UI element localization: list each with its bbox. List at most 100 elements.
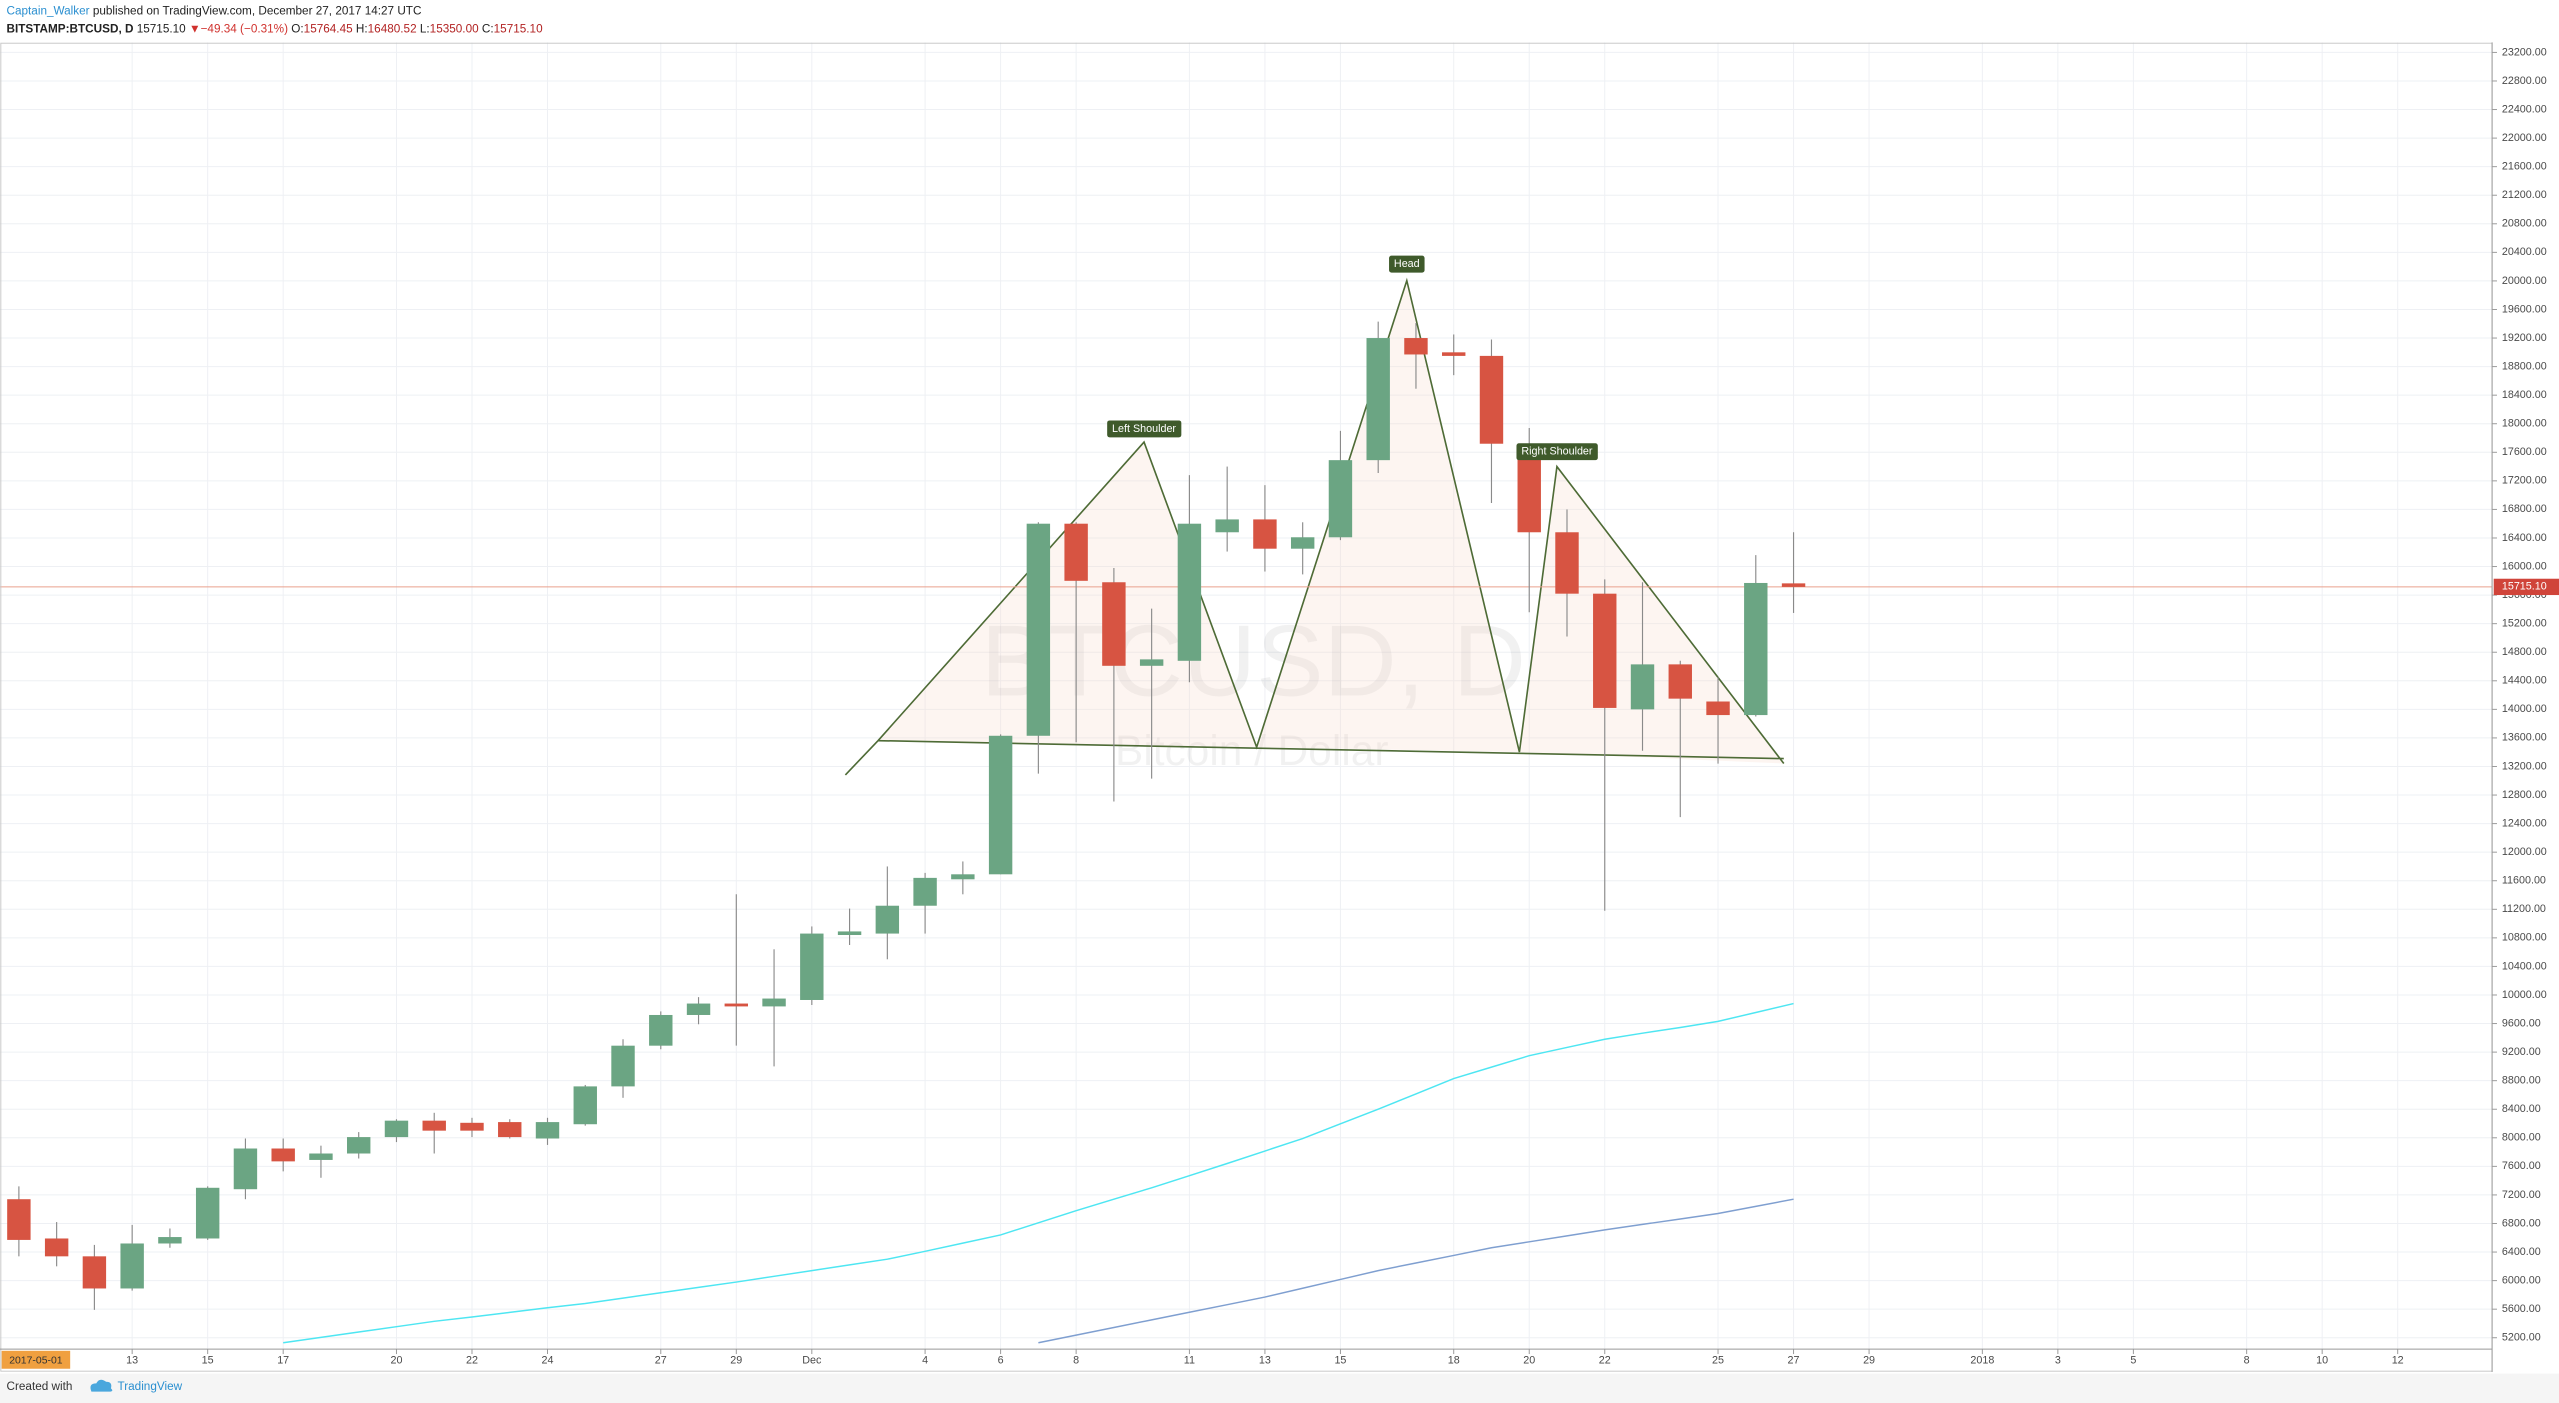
candle-body <box>1555 532 1579 594</box>
y-tick-label: 11200.00 <box>2502 903 2546 915</box>
plot <box>0 321 2493 1344</box>
x-tick-label: 13 <box>126 1354 138 1366</box>
o-value: 15764.45 <box>304 22 353 35</box>
y-tick-label: 20400.00 <box>2502 246 2547 258</box>
candle-body <box>498 1122 522 1138</box>
y-tick-label: 21200.00 <box>2502 189 2547 201</box>
x-tick-label: 27 <box>655 1354 667 1366</box>
candle-body <box>1706 701 1730 716</box>
y-tick-label: 8800.00 <box>2502 1075 2541 1087</box>
candle-body <box>535 1122 560 1139</box>
neckline <box>878 739 1784 760</box>
published: published on TradingView.com, December 2… <box>93 5 422 18</box>
x-tick-label: 2018 <box>1970 1354 1994 1366</box>
footer-brand[interactable]: TradingView <box>118 1380 183 1393</box>
h-value: 16480.52 <box>368 22 417 35</box>
annotation-box <box>1389 255 1425 273</box>
y-tick-label: 22800.00 <box>2502 75 2547 87</box>
x-tick-label: 12 <box>2392 1354 2404 1366</box>
y-tick-label: 20000.00 <box>2502 275 2547 287</box>
candle-body <box>309 1153 333 1160</box>
y-tick-label: 6400.00 <box>2502 1246 2541 1258</box>
y-tick-label: 16400.00 <box>2502 532 2547 544</box>
y-tick-label: 14800.00 <box>2502 646 2547 658</box>
ma-line <box>283 1002 1794 1344</box>
y-tick-label: 6000.00 <box>2502 1274 2541 1286</box>
x-tick-label: 8 <box>2244 1354 2250 1366</box>
y-tick-label: 7600.00 <box>2502 1160 2541 1172</box>
x-tick-label: 29 <box>730 1354 742 1366</box>
footer-logo <box>90 1379 113 1392</box>
x-tick-label: 18 <box>1448 1354 1460 1366</box>
candle-body <box>1593 593 1617 708</box>
y-tick-label: 18400.00 <box>2502 389 2547 401</box>
x-tick-label: 3 <box>2055 1354 2061 1366</box>
watermark-symbol: BTCUSD, D <box>981 605 1526 718</box>
y-tick-label: 12000.00 <box>2502 846 2547 858</box>
o-label: O: <box>291 22 303 35</box>
candle-body <box>1064 523 1088 581</box>
candle-body <box>1442 352 1466 356</box>
candle-body <box>1253 519 1277 549</box>
x-tick-label: 11 <box>1184 1354 1195 1366</box>
y-tick-label: 16800.00 <box>2502 503 2547 515</box>
candle-body <box>1177 523 1202 661</box>
y-tick-label: 13200.00 <box>2502 760 2547 772</box>
candle-body <box>1479 355 1504 444</box>
candle-body <box>7 1199 31 1240</box>
x-tick-label: 5 <box>2130 1354 2136 1366</box>
y-tick-label: 22400.00 <box>2502 103 2547 115</box>
y-tick-label: 17200.00 <box>2502 475 2547 487</box>
y-tick-label: 7200.00 <box>2502 1189 2541 1201</box>
x-tick-label: 10 <box>2316 1354 2328 1366</box>
pattern-fill <box>878 442 1257 748</box>
x-tick-label: 27 <box>1788 1354 1800 1366</box>
x-tick-label: 8 <box>1073 1354 1079 1366</box>
x-tick-label: 22 <box>1599 1354 1611 1366</box>
x-tick-label: 20 <box>1523 1354 1535 1366</box>
y-tick-label: 5600.00 <box>2502 1303 2541 1315</box>
author[interactable]: Captain_Walker <box>7 5 90 18</box>
last-price-label: 15715.10 <box>2502 581 2547 593</box>
y-tick-label: 8000.00 <box>2502 1132 2541 1144</box>
y-tick-label: 14400.00 <box>2502 675 2547 687</box>
h-label: H: <box>356 22 368 35</box>
y-tick-label: 12800.00 <box>2502 789 2547 801</box>
candle-body <box>1668 664 1692 699</box>
candle-body <box>1517 458 1541 533</box>
c-value: 15715.10 <box>494 22 543 35</box>
candle-body <box>1744 582 1768 716</box>
candle-body <box>347 1137 371 1154</box>
y-tick-label: 12400.00 <box>2502 817 2547 829</box>
footer-text: Created with <box>7 1380 73 1393</box>
ma-line <box>1038 1198 1794 1344</box>
candle-body <box>82 1256 107 1289</box>
y-tick-label: 19600.00 <box>2502 303 2547 315</box>
grid <box>0 42 2493 1350</box>
x-tick-label: 6 <box>998 1354 1004 1366</box>
x-tick-label: 13 <box>1259 1354 1271 1366</box>
annotation-box <box>1107 420 1182 438</box>
footer-bar <box>0 1373 2559 1403</box>
last-price-tag <box>2493 578 2559 596</box>
annotation: Right Shoulder <box>1521 446 1593 458</box>
y-tick-label: 10800.00 <box>2502 932 2547 944</box>
y-tick-label: 19200.00 <box>2502 332 2547 344</box>
candle-body <box>1366 338 1390 461</box>
candle-body <box>158 1237 182 1244</box>
annotation-box <box>1516 443 1598 461</box>
arrow: ▼ <box>189 22 201 35</box>
y-tick-label: 17600.00 <box>2502 446 2547 458</box>
candle-body <box>422 1120 446 1131</box>
annotation: Left Shoulder <box>1112 423 1176 435</box>
candle-body <box>988 735 1013 875</box>
candle-body <box>1026 523 1051 736</box>
candle-body <box>611 1045 635 1087</box>
pattern <box>844 277 1785 776</box>
change: −49.34 (−0.31%) <box>201 22 289 35</box>
annotation: Head <box>1394 258 1420 270</box>
x-tick-label: 17 <box>277 1354 289 1366</box>
symbol: BITSTAMP:BTCUSD, D <box>7 22 134 35</box>
x-tick-label: 15 <box>1334 1354 1346 1366</box>
y-tick-label: 10000.00 <box>2502 989 2547 1001</box>
